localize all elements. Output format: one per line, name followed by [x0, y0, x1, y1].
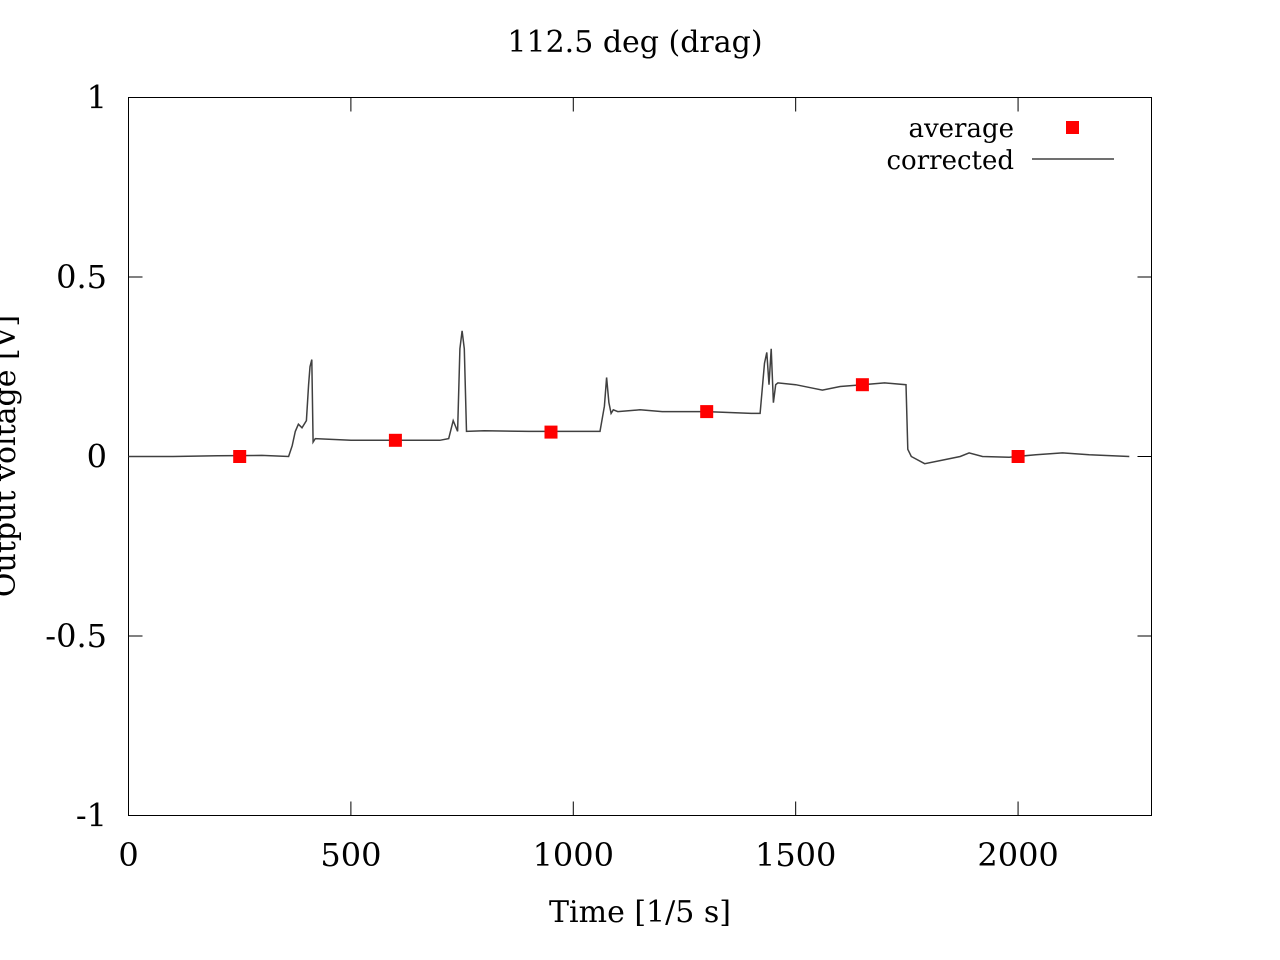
x-tick-label: 0	[118, 836, 138, 874]
legend: average corrected	[887, 114, 1114, 176]
y-tick-label: 0.5	[56, 258, 107, 296]
legend-label-corrected: corrected	[887, 146, 1015, 176]
axis-tick-labels: 0 500 1000 1500 2000 1 0.5 0 -0.5 -1	[45, 79, 1058, 875]
x-tick-label: 1000	[533, 836, 614, 874]
average-point	[1011, 450, 1025, 463]
average-point	[388, 433, 402, 447]
y-tick-label: -1	[76, 797, 107, 835]
average-point	[855, 378, 869, 392]
y-tick-label: 0	[87, 438, 107, 476]
legend-label-average: average	[908, 114, 1014, 144]
y-tick-label: 1	[87, 79, 107, 117]
series-line-corrected	[128, 330, 1130, 465]
average-point	[544, 425, 558, 439]
chart-title: 112.5 deg (drag)	[507, 25, 762, 60]
x-tick-label: 500	[320, 836, 381, 874]
average-point	[700, 405, 714, 419]
x-tick-label: 2000	[977, 836, 1058, 874]
y-axis-title: Output voltage [V]	[0, 315, 23, 597]
axis-ticks	[128, 97, 1152, 816]
y-tick-label: -0.5	[45, 617, 107, 655]
x-tick-label: 1500	[755, 836, 836, 874]
legend-marker-average	[1066, 121, 1079, 134]
average-point	[233, 450, 247, 463]
x-axis-title: Time [1/5 s]	[549, 895, 731, 930]
series-points-average	[233, 378, 1025, 463]
